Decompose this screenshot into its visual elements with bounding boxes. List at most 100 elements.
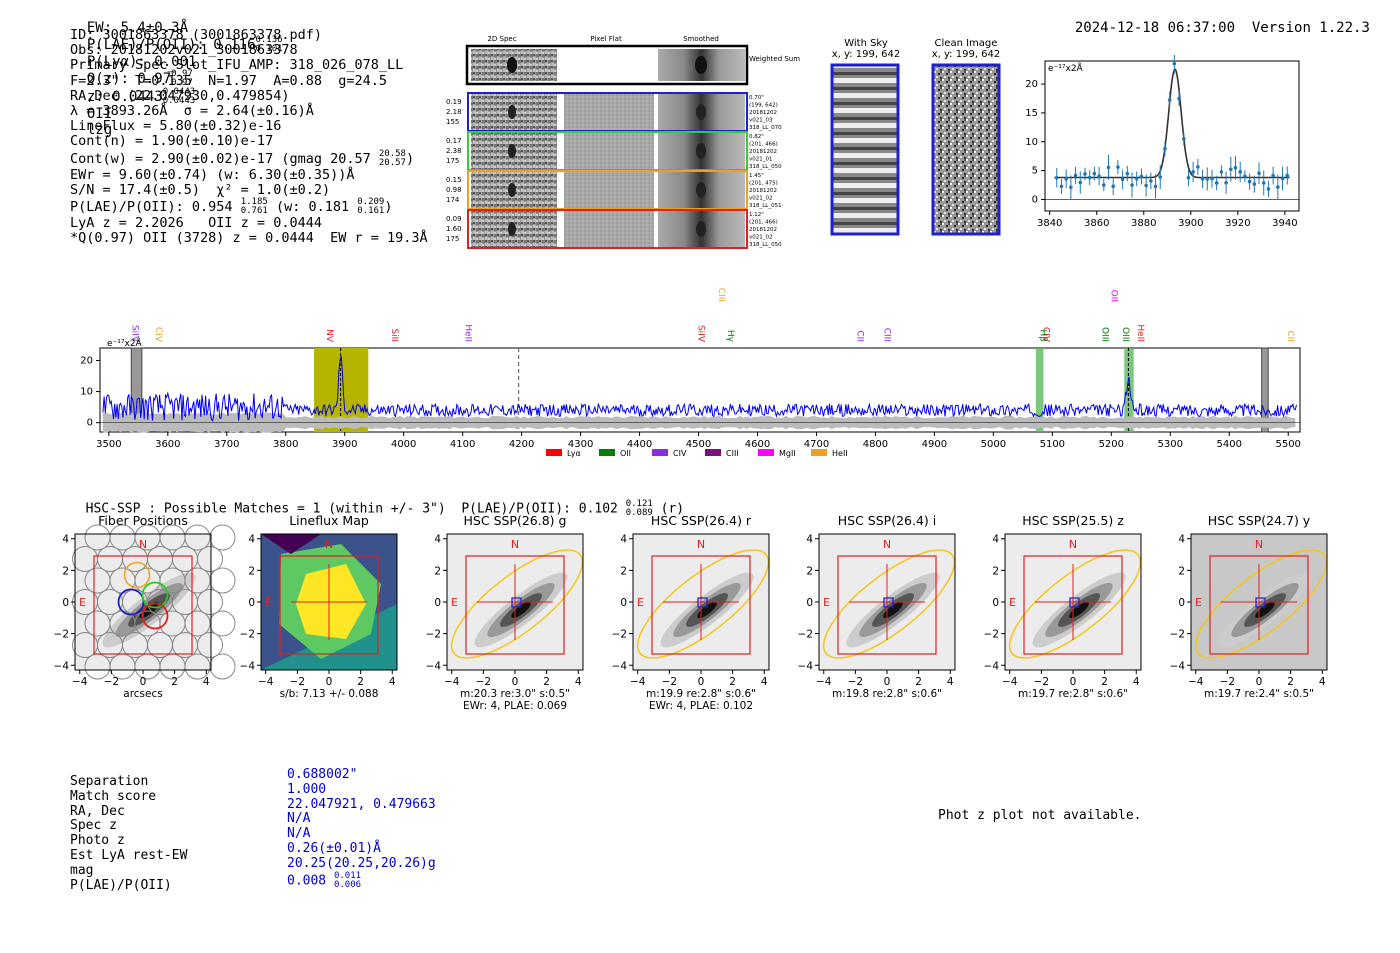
hsc-y-tick: 0 [248, 597, 255, 609]
value-radec: 22.047921, 0.479663 [287, 796, 436, 812]
spectrum-line-label: CIV [1040, 327, 1050, 343]
fiber-circle [197, 546, 223, 572]
cutout-row-right-label: v021_02 [749, 196, 773, 202]
header-z: z: 0.0443 [86, 89, 163, 105]
legend-entry: MgII [779, 449, 796, 458]
cutout-row: 0.19 2.18 155 0.70" (199, 642)20181202 v021_0… [446, 92, 782, 132]
spectrum-y-tick: 10 [80, 387, 93, 398]
hsc-y-tick: 4 [620, 534, 627, 546]
spectrum-x-tick: 3600 [155, 439, 180, 450]
hsc-x-tick: 0 [884, 676, 891, 688]
hsc-panel-caption: m:19.9 re:2.8" s:0.6" [646, 688, 756, 700]
fit-data-point [1252, 182, 1257, 186]
info-sn: S/N = 17.4(±0.5) χ² = 1.0(±0.2) [70, 181, 331, 198]
fit-data-point [1205, 177, 1210, 181]
cutout-stack: 2D Spec Pixel Flat Smoothed Weighted Sum… [446, 35, 800, 249]
galaxy-isophote [1069, 601, 1089, 619]
search-box [279, 555, 379, 655]
fit-data-point [1087, 175, 1092, 180]
hsc-x-tick: 2 [1287, 676, 1294, 688]
hsc-panel-caption: m:19.7 re:2.8" s:0.6" [1018, 688, 1128, 700]
cutout-row-left-label: 175 [446, 157, 459, 165]
value-separation: 0.688002" [287, 767, 358, 782]
spectrum-x-tick: 4200 [509, 439, 534, 450]
hsc-y-tick: −2 [54, 629, 69, 641]
cutout-row-left-label: 174 [446, 196, 460, 204]
cutout-row-right-label: (201, 475) [749, 181, 778, 187]
cutout-row-right-label: 1.45" [749, 173, 764, 179]
north-label: N [511, 538, 519, 551]
cutout-source [508, 144, 516, 158]
fit-data-point [1167, 98, 1172, 102]
fit-data-point [1134, 176, 1139, 181]
sky-images [830, 63, 1001, 236]
hsc-y-tick: −4 [798, 660, 814, 672]
hsc-y-tick: 0 [992, 597, 999, 609]
match-marker [697, 597, 708, 608]
match-table-labels: Separation Match score RA, Dec Spec z Ph… [70, 774, 187, 893]
north-label: N [1069, 538, 1077, 551]
col-header-2dspec: 2D Spec [487, 35, 516, 43]
fit-data-point [1181, 137, 1186, 141]
hsc-x-tick: −4 [630, 676, 646, 688]
search-box [1209, 555, 1309, 655]
hsc-panel-caption-2: EWr: 4, PLAE: 0.069 [463, 700, 567, 712]
fit-data-point [1054, 175, 1059, 180]
fit-data-point [1247, 179, 1252, 184]
spectrum-x-tick: 5200 [1099, 439, 1124, 450]
fit-data-point [1238, 170, 1243, 174]
fit-data-point [1266, 187, 1271, 191]
fit-data-point [1261, 181, 1266, 185]
fit-data-point [1200, 177, 1205, 181]
legend-entry: CIV [673, 449, 687, 458]
fit-data-point [1243, 174, 1247, 179]
fit-data-point [1233, 165, 1238, 170]
match-marker [883, 597, 894, 608]
spectrum-line-label: OIII [1120, 327, 1130, 342]
weighted-sum-source [507, 57, 517, 73]
hsc-panel: HSC SSP(25.5) z N E −4−4 −2 −2 0 0 2 2 4 4 m:19.7 re… [984, 513, 1142, 700]
hsc-y-tick: 2 [806, 565, 813, 577]
fiber-circle [209, 653, 236, 680]
hsc-panel-title: HSC SSP(26.8) g [464, 513, 567, 528]
info-lya: LyA z = 2.2026 OII z = 0.0444 [70, 215, 322, 232]
spectrum-line-label: CIII [716, 288, 726, 302]
hsc-y-tick: 0 [806, 597, 813, 609]
fit-data-point [1073, 173, 1078, 178]
east-label: E [1009, 596, 1016, 609]
cutout-row-right-label: v021_01 [749, 157, 773, 163]
fit-data-point [1078, 180, 1083, 185]
hsc-y-tick: 4 [1178, 534, 1185, 546]
hsc-panels: Fiber Positions N E −4 −4 −2 −2 0 0 2 2 4 4 arcsecs Li… [50, 512, 1350, 722]
fiber-circle [209, 524, 236, 551]
hsc-x-tick: 4 [1133, 676, 1140, 688]
header-datetime: 2024-12-18 06:37:00 [1074, 20, 1236, 36]
legend-swatch [599, 449, 615, 456]
cutout-row-right-label: (201, 466) [749, 142, 778, 148]
fit-data-point [1163, 146, 1167, 151]
hsc-panel-title: Lineflux Map [289, 513, 369, 528]
cutout-row-right-label: 0.70" [749, 95, 764, 101]
hsc-panel-caption-2: EWr: 4, PLAE: 0.102 [649, 700, 753, 712]
lineflux-map-region [261, 534, 321, 554]
east-label: E [637, 596, 644, 609]
hsc-x-tick: −2 [1034, 676, 1049, 688]
spectrum-x-tick: 3900 [332, 439, 357, 450]
hsc-x-tick: −4 [1002, 676, 1018, 688]
info-obs: Obs: 20181202v021_3001863378 [70, 42, 298, 59]
spectrum-x-tick: 4300 [568, 439, 593, 450]
cutout-row: 0.17 2.38 175 0.82" (201, 466)20181202 v021_0… [446, 131, 782, 171]
galaxy-isophote [883, 601, 903, 619]
cutout-row-left-label: 2.18 [446, 108, 462, 116]
fit-data-point [1191, 170, 1195, 174]
hsc-panel-caption: arcsecs [123, 688, 162, 700]
value-mag: 20.25(20.25,20.26)g [287, 855, 436, 871]
hsc-y-tick: −4 [426, 660, 442, 672]
hsc-x-tick: 0 [326, 676, 333, 688]
spectrum-line-label: CII [855, 330, 865, 342]
hsc-panel-caption: s/b: 7.13 +/- 0.088 [280, 688, 379, 700]
cutout-pixel-flat [564, 211, 654, 247]
